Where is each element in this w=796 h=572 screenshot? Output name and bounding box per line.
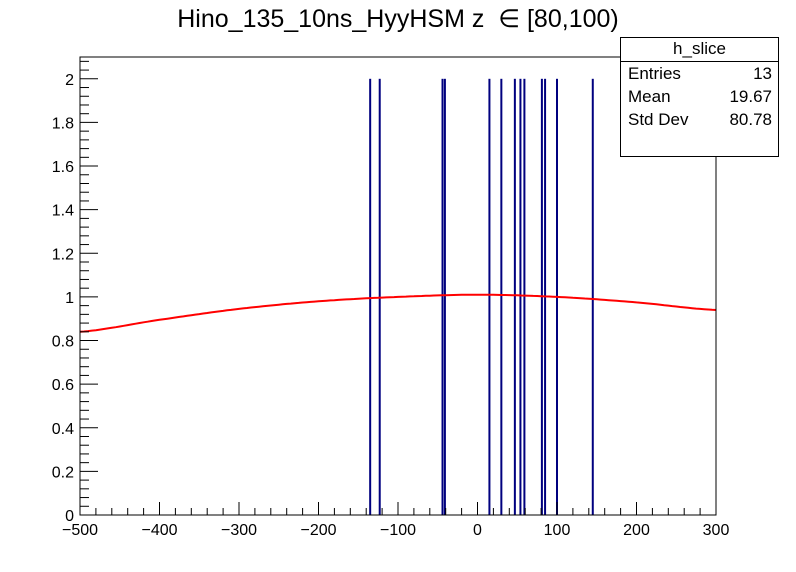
x-tick-label: 200 [623,522,650,539]
stats-entries-label: Entries [628,64,681,83]
fit-curve-group [79,293,717,333]
x-tick-label: 0 [473,522,482,539]
y-tick-label: 0.8 [52,334,74,351]
histogram-spike-8 [523,78,526,516]
x-tick-label: −300 [221,522,257,539]
stats-row-mean: Mean 19.67 [621,85,778,108]
stats-stddev-value: 80.78 [729,110,772,129]
y-tick-label: 0 [65,508,74,525]
histogram-spike-12 [591,78,594,516]
chart-title: Hino_135_10ns_HyyHSM z ∈ [80,100) [0,4,796,34]
title-range: ∈ [80,100) [498,5,619,33]
histogram-spike-6 [513,78,516,516]
y-tick-label: 1.4 [52,203,74,220]
x-tick-label: −400 [141,522,177,539]
stats-stddev-label: Std Dev [628,110,689,129]
histogram-spike-7 [519,78,522,516]
stats-title: h_slice [621,38,778,62]
x-tick-label: −200 [300,522,336,539]
stats-row-stddev: Std Dev 80.78 [621,108,778,131]
histogram-spike-5 [500,78,503,516]
x-axis: −500 −400 −300 −200 −100 0 100 200 300 [62,502,729,539]
stats-box: h_slice Entries 13 Mean 19.67 Std Dev 80… [620,37,779,157]
y-tick-label: 0.6 [52,377,74,394]
y-tick-label: 1 [65,290,74,307]
stats-row-entries: Entries 13 [621,62,778,85]
x-tick-label: 300 [703,522,730,539]
x-tick-label: −100 [380,522,416,539]
histogram-spike-2 [441,78,444,516]
histogram-spike-3 [443,78,446,516]
y-tick-label: 0.2 [52,464,74,481]
histogram-spike-0 [369,78,372,516]
x-tick-label: 100 [544,522,571,539]
stats-mean-value: 19.67 [729,87,772,106]
x-tick-label: −500 [62,522,98,539]
y-tick-label: 0.4 [52,421,74,438]
y-tick-label: 2 [65,72,74,89]
y-tick-label: 1.2 [52,246,74,263]
title-main: Hino_135_10ns_HyyHSM z [177,5,485,33]
stats-entries-value: 13 [753,64,772,83]
fit-curve [79,293,717,333]
y-tick-label: 1.8 [52,115,74,132]
stats-mean-label: Mean [628,87,671,106]
y-axis: 0 0.2 0.4 0.6 0.8 1 1.2 1.4 1.6 1.8 2 [52,60,98,525]
histogram-spike-4 [488,78,491,516]
y-tick-label: 1.6 [52,159,74,176]
